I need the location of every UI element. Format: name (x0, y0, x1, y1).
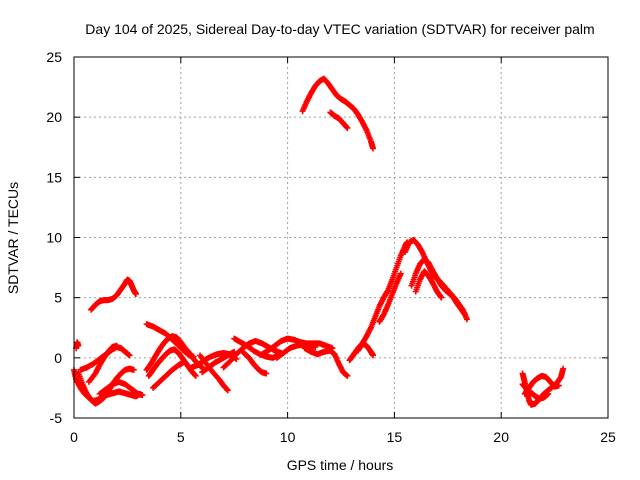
x-tick-label: 10 (280, 429, 296, 445)
data-point (263, 370, 270, 377)
series-arc-v (327, 109, 351, 131)
data-point (370, 145, 377, 152)
x-tick-label: 5 (177, 429, 185, 445)
y-tick-label: 25 (46, 49, 62, 65)
data-points (71, 75, 567, 408)
data-point (75, 342, 82, 349)
series-arc-k (150, 359, 186, 391)
data-point (132, 291, 139, 298)
series-arc-m (197, 352, 231, 394)
chart-title: Day 104 of 2025, Sidereal Day-to-day VTE… (85, 21, 594, 37)
data-point (555, 382, 562, 389)
x-tick-label: 25 (600, 429, 616, 445)
data-point (130, 366, 137, 373)
data-point (126, 352, 133, 359)
data-point (344, 124, 351, 131)
data-point (179, 359, 186, 366)
y-tick-label: 5 (54, 290, 62, 306)
series-arc-u (299, 75, 377, 152)
data-point (344, 372, 351, 379)
x-tick-label: 15 (387, 429, 403, 445)
series-arc-s (273, 341, 319, 361)
data-point (113, 342, 120, 349)
series-arc-ab (412, 268, 445, 301)
data-point (192, 372, 199, 379)
series-arc-i (143, 333, 206, 373)
data-point (312, 344, 319, 351)
series-arc-t (301, 345, 351, 379)
data-point (224, 387, 231, 394)
series-arc-y (376, 270, 404, 325)
data-point (438, 294, 445, 301)
data-point (464, 316, 471, 323)
series-arc-f (85, 342, 120, 385)
series-arc-q (239, 348, 270, 377)
y-axis-label: SDTVAR / TECUs (5, 182, 21, 294)
axis-ticks: 0 5 10 15 20 25 -5 0 5 10 15 20 25 (46, 49, 616, 445)
data-point (139, 392, 146, 399)
series-arc-j (145, 346, 199, 379)
series-arc-e (88, 276, 139, 313)
grid (74, 57, 608, 418)
y-tick-label: 20 (46, 109, 62, 125)
data-point (560, 365, 567, 372)
series-arc-ae (519, 381, 552, 402)
x-tick-label: 20 (493, 429, 509, 445)
x-axis-label: GPS time / hours (287, 457, 394, 473)
y-tick-label: 15 (46, 169, 62, 185)
data-point (397, 270, 404, 277)
series-arc-aa (408, 256, 471, 323)
data-point (370, 352, 377, 359)
y-tick-label: 10 (46, 230, 62, 246)
data-point (545, 390, 552, 397)
series-arc-g (96, 378, 146, 399)
y-tick-label: 0 (54, 350, 62, 366)
x-tick-label: 0 (70, 429, 78, 445)
y-tick-label: -5 (50, 410, 63, 426)
series-arc-b (73, 339, 82, 352)
series-arc-x (355, 239, 411, 354)
